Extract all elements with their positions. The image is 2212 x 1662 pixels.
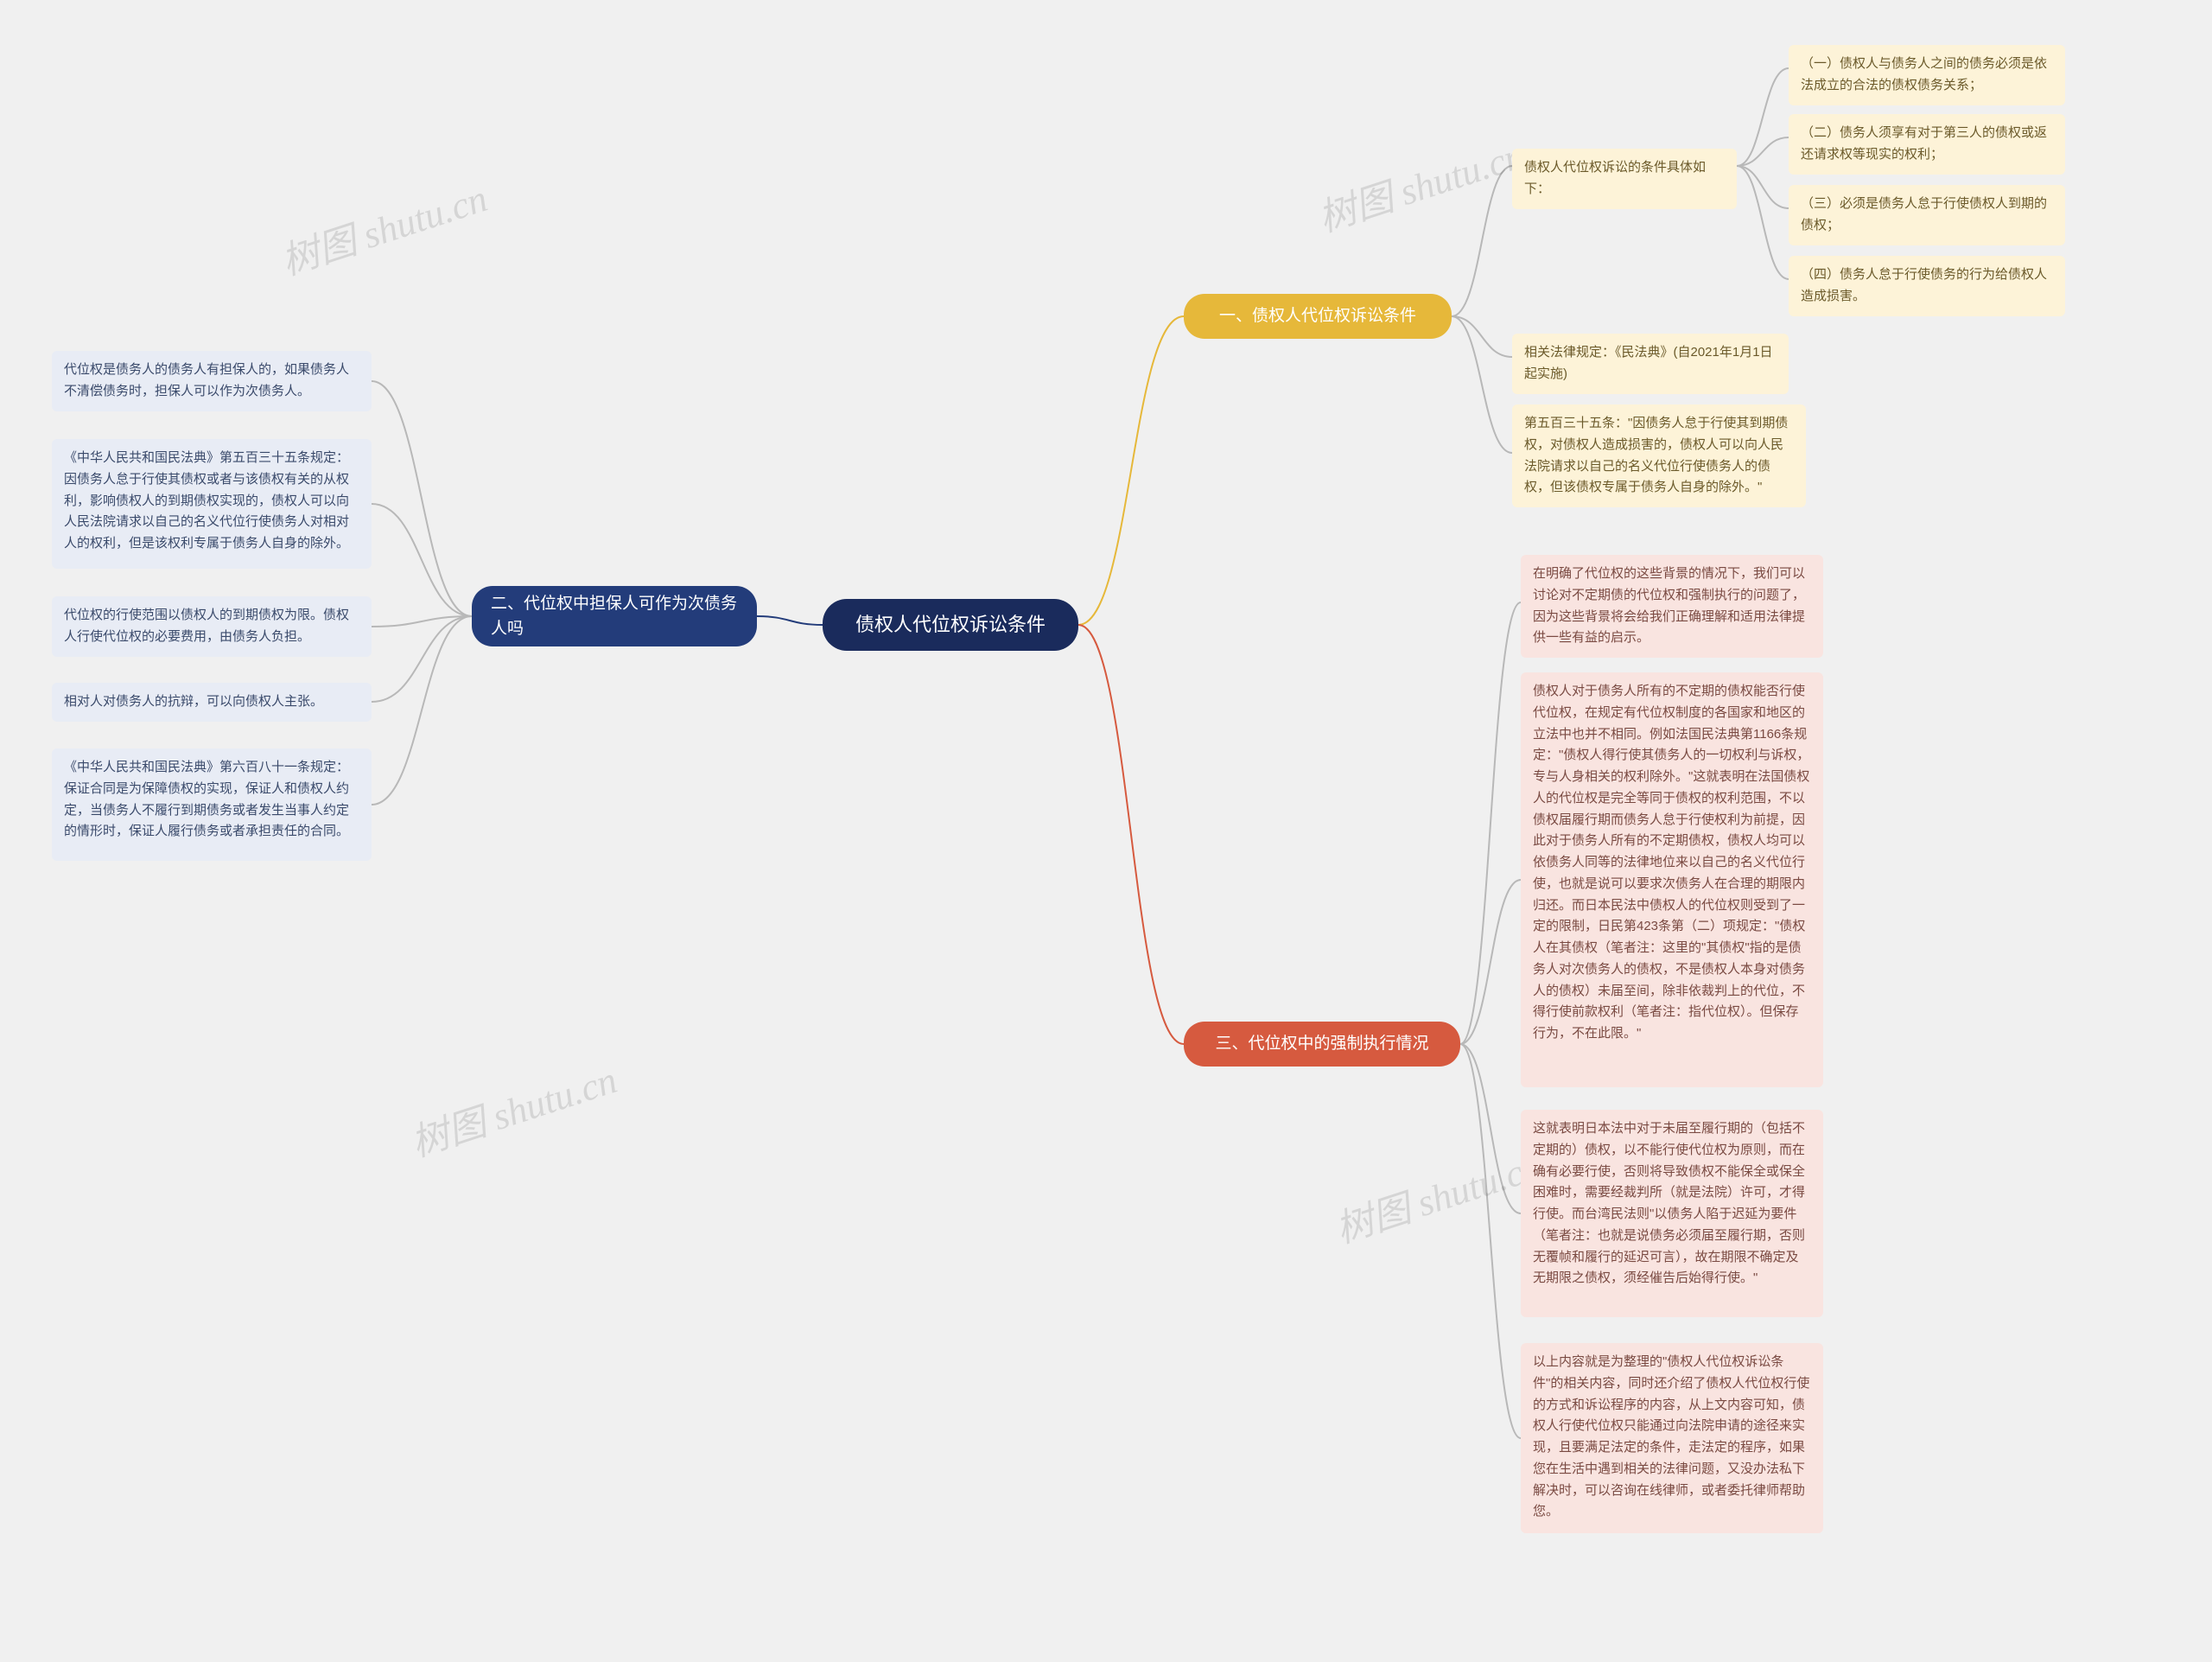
leaf-node[interactable]: 以上内容就是为整理的"债权人代位权诉讼条件"的相关内容，同时还介绍了债权人代位权… xyxy=(1521,1343,1823,1533)
leaf-label: 代位权是债务人的债务人有担保人的，如果债务人不清偿债务时，担保人可以作为次债务人… xyxy=(64,362,349,398)
leaf-label: 《中华人民共和国民法典》第五百三十五条规定：因债务人怠于行使其债权或者与该债权有… xyxy=(64,450,349,551)
watermark: 树图 shutu.cn xyxy=(1327,1135,1548,1253)
leaf-node[interactable]: 在明确了代位权的这些背景的情况下，我们可以讨论对不定期债的代位权和强制执行的问题… xyxy=(1521,555,1823,658)
leaf-node[interactable]: （四）债务人怠于行使债务的行为给债权人造成损害。 xyxy=(1789,256,2065,316)
leaf-label: 以上内容就是为整理的"债权人代位权诉讼条件"的相关内容，同时还介绍了债权人代位权… xyxy=(1533,1354,1809,1519)
center-node[interactable]: 债权人代位权诉讼条件 xyxy=(823,599,1078,651)
center-label: 债权人代位权诉讼条件 xyxy=(855,610,1046,640)
leaf-node[interactable]: （一）债权人与债务人之间的债务必须是依法成立的合法的债权债务关系； xyxy=(1789,45,2065,105)
leaf-node[interactable]: 《中华人民共和国民法典》第六百八十一条规定：保证合同是为保障债权的实现，保证人和… xyxy=(52,748,372,861)
branch-node[interactable]: 一、债权人代位权诉讼条件 xyxy=(1184,294,1452,339)
leaf-node[interactable]: 代位权是债务人的债务人有担保人的，如果债务人不清偿债务时，担保人可以作为次债务人… xyxy=(52,351,372,411)
leaf-node[interactable]: 代位权的行使范围以债权人的到期债权为限。债权人行使代位权的必要费用，由债务人负担… xyxy=(52,596,372,657)
watermark: 树图 shutu.cn xyxy=(1310,124,1530,242)
leaf-node[interactable]: （三）必须是债务人怠于行使债权人到期的债权； xyxy=(1789,185,2065,245)
leaf-node[interactable]: 《中华人民共和国民法典》第五百三十五条规定：因债务人怠于行使其债权或者与该债权有… xyxy=(52,439,372,569)
leaf-label: （四）债务人怠于行使债务的行为给债权人造成损害。 xyxy=(1801,267,2047,303)
leaf-label: 代位权的行使范围以债权人的到期债权为限。债权人行使代位权的必要费用，由债务人负担… xyxy=(64,608,349,644)
leaf-label: 相对人对债务人的抗辩，可以向债权人主张。 xyxy=(64,694,323,709)
watermark: 树图 shutu.cn xyxy=(403,1048,623,1167)
branch-node[interactable]: 二、代位权中担保人可作为次债务人吗 xyxy=(472,586,757,646)
leaf-node[interactable]: 相对人对债务人的抗辩，可以向债权人主张。 xyxy=(52,683,372,722)
leaf-node[interactable]: 债权人对于债务人所有的不定期的债权能否行使代位权，在规定有代位权制度的各国家和地… xyxy=(1521,672,1823,1087)
leaf-label: 在明确了代位权的这些背景的情况下，我们可以讨论对不定期债的代位权和强制执行的问题… xyxy=(1533,566,1805,645)
leaf-label: （二）债务人须享有对于第三人的债权或返还请求权等现实的权利； xyxy=(1801,125,2047,162)
leaf-label: 债权人对于债务人所有的不定期的债权能否行使代位权，在规定有代位权制度的各国家和地… xyxy=(1533,684,1809,1041)
leaf-label: 债权人代位权诉讼的条件具体如下： xyxy=(1524,160,1706,196)
leaf-node[interactable]: 相关法律规定：《民法典》(自2021年1月1日起实施) xyxy=(1512,334,1789,394)
leaf-label: （三）必须是债务人怠于行使债权人到期的债权； xyxy=(1801,196,2047,232)
leaf-label: 这就表明日本法中对于未届至履行期的（包括不定期的）债权，以不能行使代位权为原则，… xyxy=(1533,1121,1805,1285)
leaf-node[interactable]: （二）债务人须享有对于第三人的债权或返还请求权等现实的权利； xyxy=(1789,114,2065,175)
leaf-node[interactable]: 这就表明日本法中对于未届至履行期的（包括不定期的）债权，以不能行使代位权为原则，… xyxy=(1521,1110,1823,1317)
mindmap-canvas: 树图 shutu.cn 树图 shutu.cn 树图 shutu.cn 树图 shut… xyxy=(0,0,2212,1662)
leaf-label: 第五百三十五条："因债务人怠于行使其到期债权，对债权人造成损害的，债权人可以向人… xyxy=(1524,416,1788,494)
watermark: 树图 shutu.cn xyxy=(273,167,493,285)
branch-label: 一、债权人代位权诉讼条件 xyxy=(1219,303,1416,328)
leaf-label: 相关法律规定：《民法典》(自2021年1月1日起实施) xyxy=(1524,345,1773,381)
leaf-node[interactable]: 第五百三十五条："因债务人怠于行使其到期债权，对债权人造成损害的，债权人可以向人… xyxy=(1512,404,1806,507)
leaf-node[interactable]: 债权人代位权诉讼的条件具体如下： xyxy=(1512,149,1737,209)
branch-node[interactable]: 三、代位权中的强制执行情况 xyxy=(1184,1022,1460,1067)
leaf-label: 《中华人民共和国民法典》第六百八十一条规定：保证合同是为保障债权的实现，保证人和… xyxy=(64,760,349,838)
branch-label: 二、代位权中担保人可作为次债务人吗 xyxy=(491,591,738,642)
branch-label: 三、代位权中的强制执行情况 xyxy=(1215,1031,1428,1056)
leaf-label: （一）债权人与债务人之间的债务必须是依法成立的合法的债权债务关系； xyxy=(1801,56,2047,92)
